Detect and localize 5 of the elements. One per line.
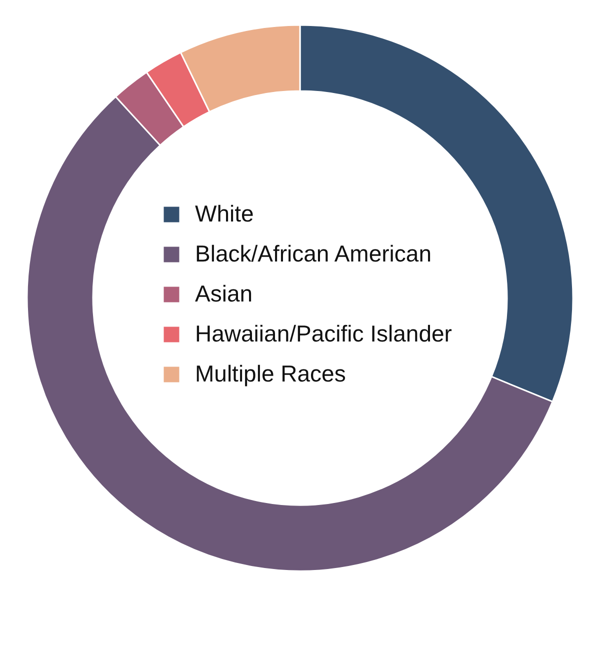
legend-label: Multiple Races [195, 360, 346, 386]
legend-label: Asian [195, 280, 253, 306]
legend-label: White [195, 200, 254, 226]
legend-label: Hawaiian/Pacific Islander [195, 320, 452, 346]
legend-label: Black/African American [195, 240, 432, 266]
